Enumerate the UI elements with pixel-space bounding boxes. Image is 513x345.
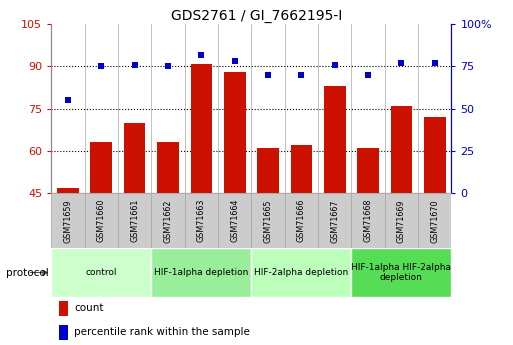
Text: HIF-1alpha depletion: HIF-1alpha depletion bbox=[154, 268, 248, 277]
Bar bbox=[390, 106, 412, 193]
Bar bbox=[190, 63, 212, 193]
Text: HIF-1alpha HIF-2alpha
depletion: HIF-1alpha HIF-2alpha depletion bbox=[351, 263, 451, 282]
Bar bbox=[251, 248, 351, 297]
Bar bbox=[290, 145, 312, 193]
Text: protocol: protocol bbox=[6, 268, 49, 277]
Bar bbox=[60, 325, 68, 340]
Bar bbox=[257, 148, 279, 193]
Point bbox=[264, 72, 272, 78]
Text: GSM71670: GSM71670 bbox=[430, 199, 439, 243]
Bar bbox=[51, 248, 151, 297]
Text: GSM71662: GSM71662 bbox=[164, 199, 172, 243]
Point bbox=[430, 60, 439, 66]
Text: count: count bbox=[74, 303, 104, 313]
Bar bbox=[224, 72, 246, 193]
Text: GDS2761 / GI_7662195-I: GDS2761 / GI_7662195-I bbox=[171, 9, 342, 23]
Bar bbox=[57, 188, 79, 193]
Text: GSM71666: GSM71666 bbox=[297, 199, 306, 243]
Bar bbox=[351, 193, 385, 248]
Point bbox=[330, 62, 339, 68]
Bar bbox=[151, 248, 251, 297]
Text: percentile rank within the sample: percentile rank within the sample bbox=[74, 327, 250, 337]
Bar bbox=[285, 193, 318, 248]
Bar bbox=[124, 123, 146, 193]
Bar bbox=[351, 248, 451, 297]
Text: GSM71663: GSM71663 bbox=[197, 199, 206, 243]
Bar bbox=[151, 193, 185, 248]
Bar bbox=[318, 193, 351, 248]
Point bbox=[130, 62, 139, 68]
Bar bbox=[185, 193, 218, 248]
Bar bbox=[324, 86, 346, 193]
Text: GSM71667: GSM71667 bbox=[330, 199, 339, 243]
Bar bbox=[60, 300, 68, 316]
Text: GSM71669: GSM71669 bbox=[397, 199, 406, 243]
Point bbox=[230, 59, 239, 64]
Point bbox=[164, 63, 172, 69]
Bar bbox=[90, 142, 112, 193]
Bar bbox=[251, 193, 285, 248]
Bar bbox=[218, 193, 251, 248]
Bar bbox=[118, 193, 151, 248]
Text: GSM71659: GSM71659 bbox=[64, 199, 72, 243]
Text: GSM71665: GSM71665 bbox=[264, 199, 272, 243]
Point bbox=[64, 97, 72, 103]
Text: GSM71668: GSM71668 bbox=[364, 199, 372, 243]
Point bbox=[297, 72, 305, 78]
Text: control: control bbox=[86, 268, 117, 277]
Bar bbox=[157, 142, 179, 193]
Text: GSM71661: GSM71661 bbox=[130, 199, 139, 243]
Bar bbox=[85, 193, 118, 248]
Point bbox=[97, 63, 105, 69]
Bar bbox=[357, 148, 379, 193]
Text: GSM71660: GSM71660 bbox=[97, 199, 106, 243]
Point bbox=[364, 72, 372, 78]
Bar bbox=[385, 193, 418, 248]
Point bbox=[397, 60, 405, 66]
Bar bbox=[51, 193, 85, 248]
Text: GSM71664: GSM71664 bbox=[230, 199, 239, 243]
Point bbox=[197, 52, 205, 57]
Bar bbox=[418, 193, 451, 248]
Bar bbox=[424, 117, 446, 193]
Text: HIF-2alpha depletion: HIF-2alpha depletion bbox=[254, 268, 348, 277]
